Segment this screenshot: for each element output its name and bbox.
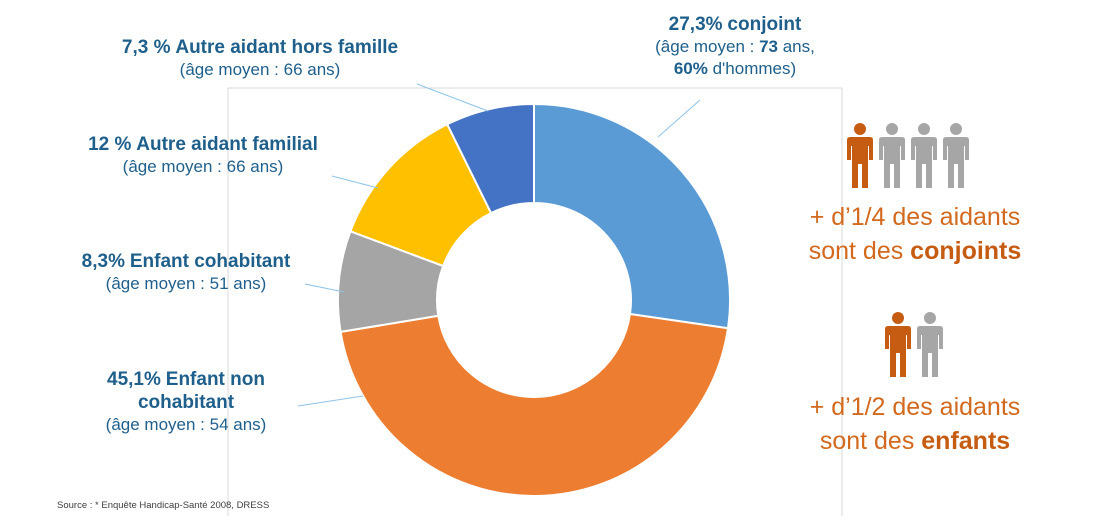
age-autre-familial: (âge moyen : 66 ans) [122, 157, 284, 176]
leader-line-enfant-non-cohabitant [297, 395, 364, 407]
men-share-conjoint: 60% [673, 59, 708, 78]
people-icons-spouses [846, 122, 970, 195]
label-enfant-cohabitant: 8,3% Enfant cohabitant (âge moyen : 51 a… [36, 250, 336, 295]
label-conjoint: 27,3% conjoint (âge moyen : 73 ans, 60% … [655, 14, 815, 78]
age-unit-conjoint: ans, [778, 37, 815, 56]
name-enfant-non-cohabitant-line1: Enfant non [165, 369, 265, 390]
spouses-person-icon-2 [878, 122, 906, 195]
pct-enfant-cohabitant: 8,3% [81, 251, 125, 272]
name-enfant-non-cohabitant-line2: cohabitant [137, 392, 235, 413]
age-autre-hors-famille: (âge moyen : 66 ans) [179, 60, 341, 79]
note-spouses-prefix: sont des [808, 237, 911, 265]
pct-autre-familial: 12 % [88, 134, 132, 155]
leader-line-enfant-cohabitant [304, 283, 345, 293]
label-autre-familial: 12 % Autre aidant familial (âge moyen : … [38, 133, 368, 178]
age-text-conjoint: âge moyen : [660, 37, 760, 56]
note-children: + d’1/2 des aidants sont des enfants [770, 390, 1060, 458]
age-enfant-non-cohabitant: (âge moyen : 54 ans) [105, 415, 267, 434]
slice-enfant-non-cohabitant [339, 312, 730, 497]
note-children-bold: enfants [921, 427, 1011, 455]
note-spouses: + d’1/4 des aidants sont des conjoints [770, 200, 1060, 268]
spouses-person-icon-4 [942, 122, 970, 195]
label-autre-hors-famille: 7,3 % Autre aidant hors famille (âge moy… [75, 36, 445, 81]
name-autre-familial: Autre aidant familial [136, 134, 318, 155]
note-spouses-line1: + d’1/4 des aidants [809, 203, 1021, 231]
leader-line-autre-familial [331, 175, 379, 189]
spouses-person-icon-3 [910, 122, 938, 195]
slice-autre-aidant-hors-famille [445, 102, 535, 215]
name-enfant-cohabitant: Enfant cohabitant [129, 251, 291, 272]
source-note: Source : * Enquête Handicap-Santé 2008, … [57, 500, 270, 511]
children-person-icon-1 [884, 311, 912, 384]
pct-enfant-non-cohabitant: 45,1% [107, 369, 161, 390]
spouses-person-icon-1 [846, 122, 874, 195]
note-spouses-bold: conjoints [910, 237, 1022, 265]
people-icons-children [884, 311, 944, 384]
note-children-prefix: sont des [819, 427, 922, 455]
men-text-conjoint: d'hommes [707, 59, 791, 78]
leader-line-autre-hors-famille [416, 83, 489, 112]
age-enfant-cohabitant: (âge moyen : 51 ans) [105, 274, 267, 293]
children-person-icon-2 [916, 311, 944, 384]
pct-autre-hors-famille: 7,3 % [121, 37, 171, 58]
leader-line-conjoint [657, 99, 701, 138]
name-conjoint: conjoint [727, 14, 802, 35]
slice-conjoint [533, 102, 731, 330]
name-autre-hors-famille: Autre aidant hors famille [175, 37, 399, 58]
label-enfant-non-cohabitant: 45,1% Enfant non cohabitant (âge moyen :… [36, 368, 336, 436]
pct-conjoint: 27,3% [668, 14, 723, 35]
note-children-line1: + d’1/2 des aidants [809, 393, 1021, 421]
age-value-conjoint: 73 [759, 37, 778, 56]
